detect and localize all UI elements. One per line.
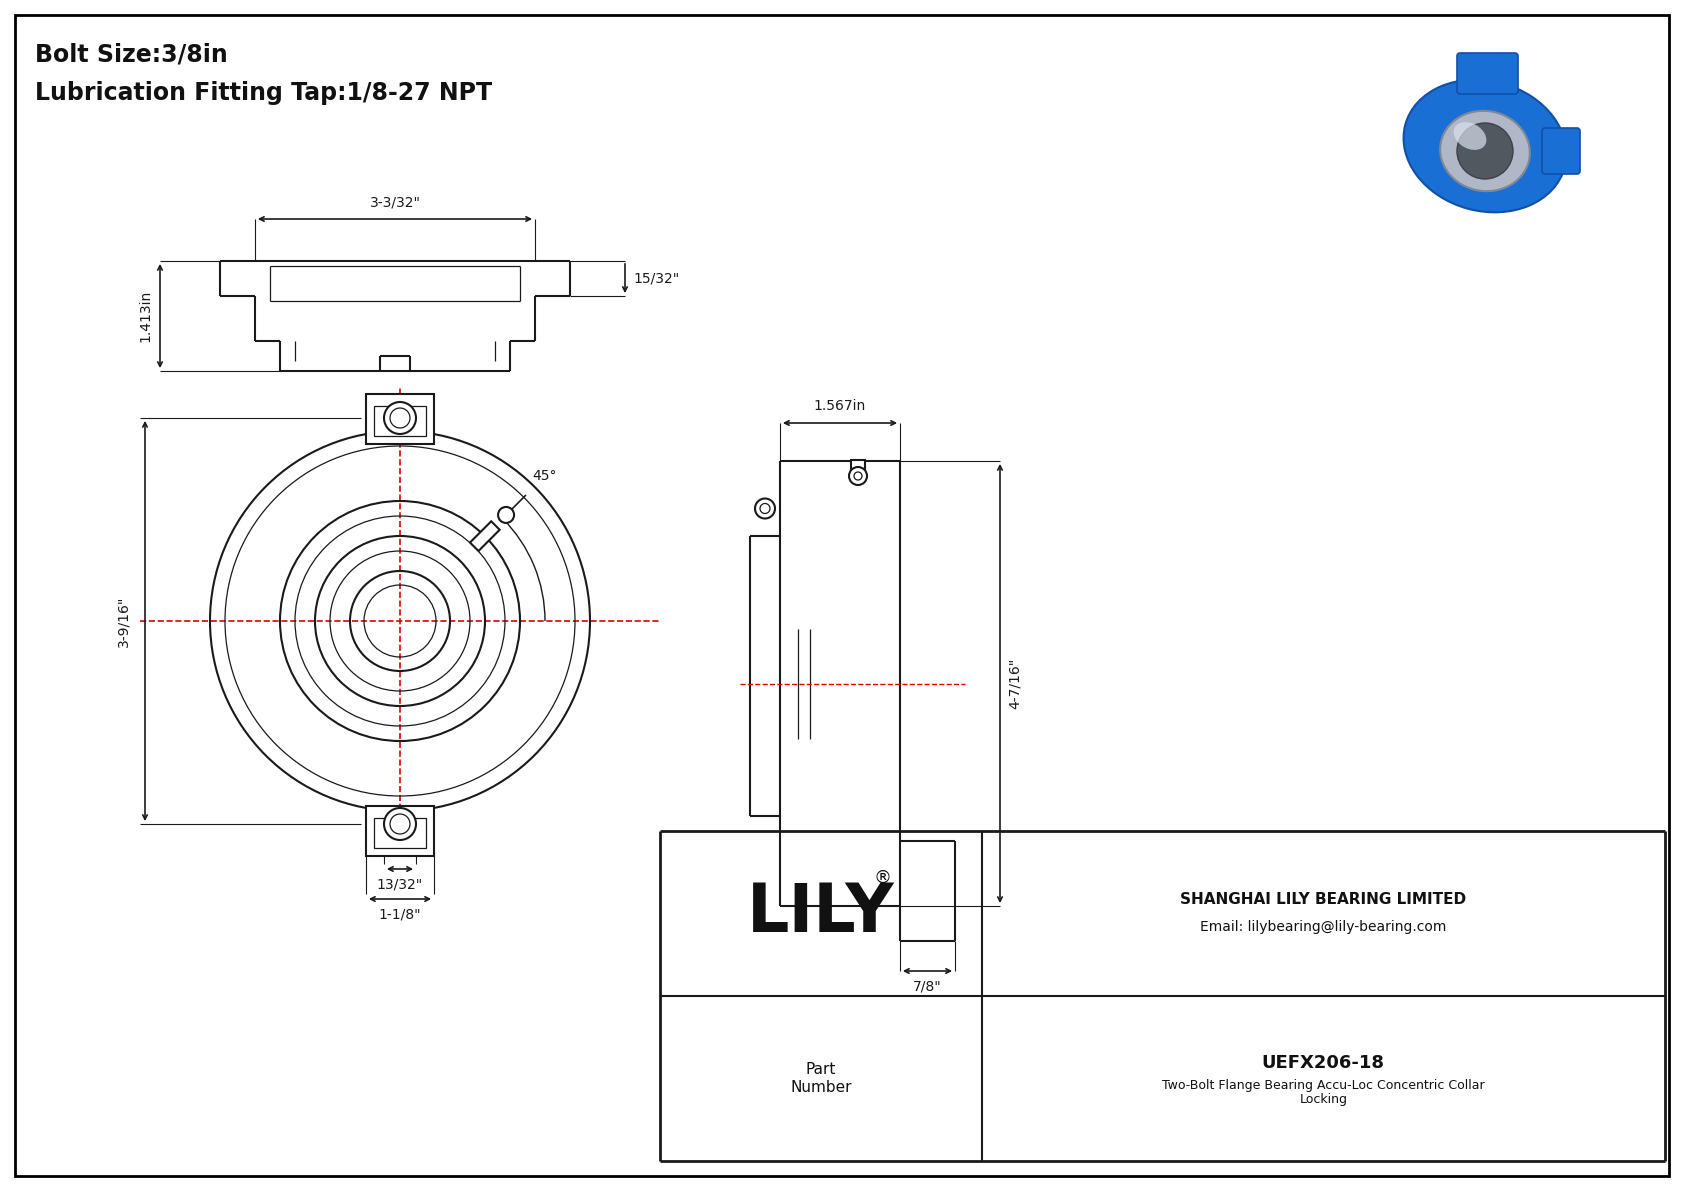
Text: Lubrication Fitting Tap:1/8-27 NPT: Lubrication Fitting Tap:1/8-27 NPT: [35, 81, 492, 105]
Text: UEFX206-18: UEFX206-18: [1261, 1054, 1384, 1072]
Text: 15/32": 15/32": [633, 272, 679, 286]
Bar: [365, 394, 434, 444]
Text: 4-7/16": 4-7/16": [1009, 657, 1022, 709]
Text: 45°: 45°: [532, 469, 557, 484]
Text: 7/8": 7/8": [913, 979, 941, 993]
Bar: [374, 818, 426, 848]
Circle shape: [384, 403, 416, 434]
Circle shape: [754, 499, 775, 518]
Text: Part
Number: Part Number: [790, 1062, 852, 1095]
Text: 3-3/32": 3-3/32": [369, 195, 421, 208]
FancyBboxPatch shape: [1457, 54, 1517, 94]
Circle shape: [1457, 123, 1512, 179]
Circle shape: [498, 507, 514, 523]
Text: 3-9/16": 3-9/16": [116, 596, 130, 647]
Text: 1.413in: 1.413in: [138, 289, 152, 342]
Text: Bolt Size:3/8in: Bolt Size:3/8in: [35, 43, 227, 67]
Text: 1.567in: 1.567in: [813, 399, 866, 413]
Circle shape: [384, 807, 416, 840]
Text: Two-Bolt Flange Bearing Accu-Loc Concentric Collar
Locking: Two-Bolt Flange Bearing Accu-Loc Concent…: [1162, 1079, 1485, 1106]
FancyBboxPatch shape: [1543, 127, 1580, 174]
Text: 1-1/8": 1-1/8": [379, 908, 421, 921]
Ellipse shape: [1453, 123, 1487, 150]
Bar: [850, 460, 866, 478]
Circle shape: [849, 467, 867, 485]
Text: LILY: LILY: [748, 880, 894, 947]
Polygon shape: [470, 522, 500, 551]
Text: Email: lilybearing@lily-bearing.com: Email: lilybearing@lily-bearing.com: [1201, 921, 1447, 935]
Text: SHANGHAI LILY BEARING LIMITED: SHANGHAI LILY BEARING LIMITED: [1180, 892, 1467, 908]
Ellipse shape: [1403, 80, 1566, 212]
Bar: [365, 806, 434, 856]
Bar: [374, 406, 426, 436]
Text: 13/32": 13/32": [377, 877, 423, 891]
Ellipse shape: [1440, 111, 1529, 192]
Text: ®: ®: [874, 868, 893, 886]
